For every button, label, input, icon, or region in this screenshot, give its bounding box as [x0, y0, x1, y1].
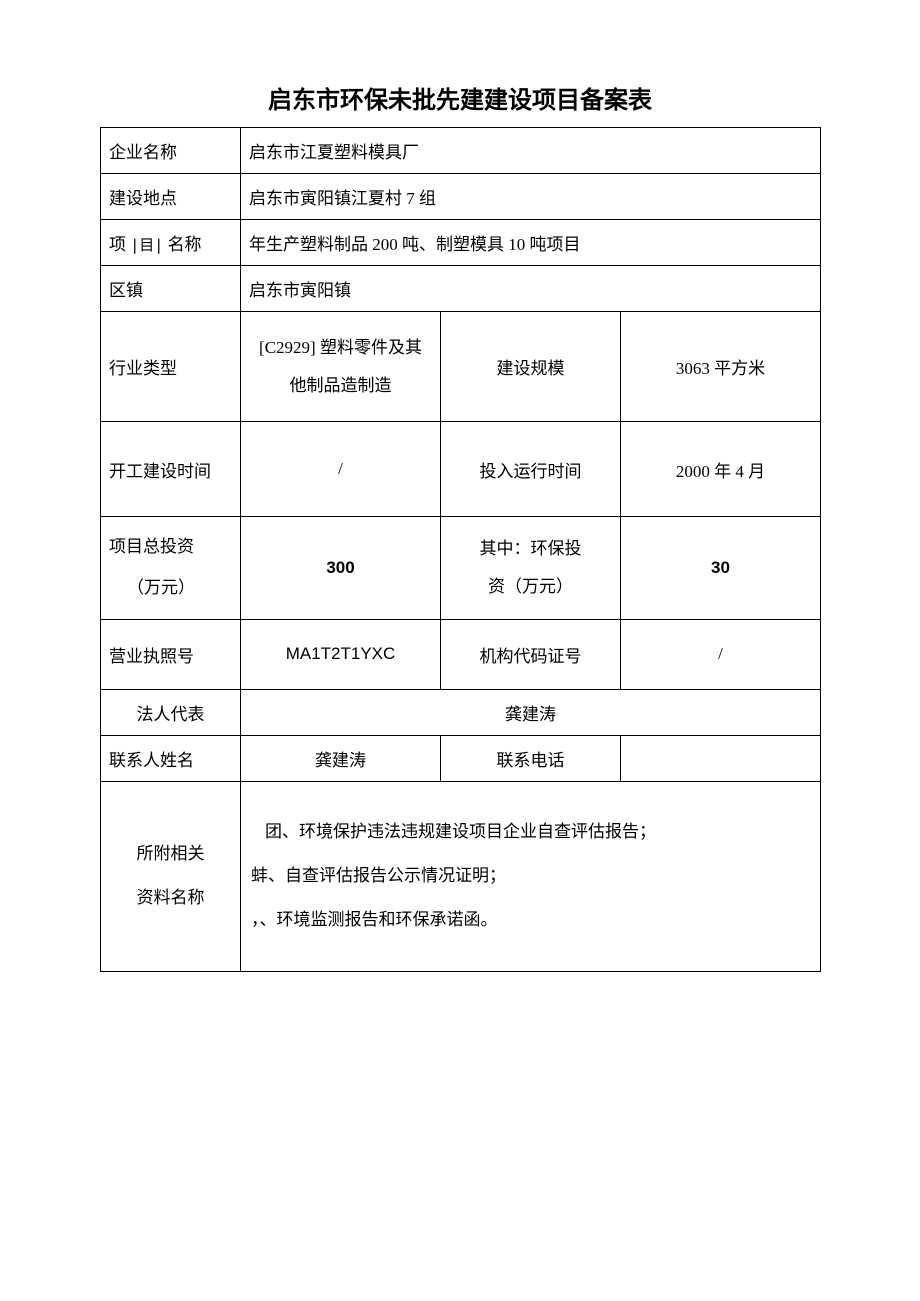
license-value: MA1T2T1YXC	[241, 619, 441, 689]
attachments-label: 所附相关 资料名称	[101, 781, 241, 971]
location-value: 启东市寅阳镇江夏村 7 组	[241, 174, 821, 220]
row-district: 区镇 启东市寅阳镇	[101, 266, 821, 312]
contact-phone-value	[621, 735, 821, 781]
total-investment-label: 项目总投资 （万元）	[101, 517, 241, 620]
org-code-label: 机构代码证号	[441, 619, 621, 689]
license-label: 营业执照号	[101, 619, 241, 689]
row-timing: 开工建设时间 / 投入运行时间 2000 年 4 月	[101, 422, 821, 517]
org-code-value: /	[621, 619, 821, 689]
env-inv-line2: 资（万元）	[449, 568, 612, 605]
inv-label-line1: 项目总投资	[109, 527, 232, 568]
district-label: 区镇	[101, 266, 241, 312]
project-name-label: 项 |目| 名称	[101, 220, 241, 266]
env-investment-value: 30	[621, 517, 821, 620]
total-investment-value: 300	[241, 517, 441, 620]
construction-scale-label: 建设规模	[441, 312, 621, 422]
env-inv-line1: 其中：环保投	[449, 530, 612, 567]
construction-scale-value: 3063 平方米	[621, 312, 821, 422]
project-label-part1: 项	[109, 235, 126, 254]
contact-name-value: 龚建涛	[241, 735, 441, 781]
row-industry-scale: 行业类型 [C2929] 塑料零件及其 他制品造制造 建设规模 3063 平方米	[101, 312, 821, 422]
operation-time-label: 投入运行时间	[441, 422, 621, 517]
operation-time-value: 2000 年 4 月	[621, 422, 821, 517]
page-title: 启东市环保未批先建建设项目备案表	[100, 80, 820, 115]
attachment-item-1: 团、环境保护违法违规建设项目企业自查评估报告；	[251, 810, 810, 854]
district-value: 启东市寅阳镇	[241, 266, 821, 312]
company-name-value: 启东市江夏塑料模具厂	[241, 128, 821, 174]
industry-type-label: 行业类型	[101, 312, 241, 422]
row-company-name: 企业名称 启东市江夏塑料模具厂	[101, 128, 821, 174]
inv-label-line2: （万元）	[109, 568, 232, 609]
project-label-part3: 名称	[168, 235, 202, 254]
industry-line2: 他制品造制造	[249, 367, 432, 404]
start-time-value: /	[241, 422, 441, 517]
industry-line1: [C2929] 塑料零件及其	[249, 329, 432, 366]
start-time-label: 开工建设时间	[101, 422, 241, 517]
row-attachments: 所附相关 资料名称 团、环境保护违法违规建设项目企业自查评估报告； 蚌、自查评估…	[101, 781, 821, 971]
contact-name-label: 联系人姓名	[101, 735, 241, 781]
industry-type-value: [C2929] 塑料零件及其 他制品造制造	[241, 312, 441, 422]
row-legal-rep: 法人代表 龚建涛	[101, 689, 821, 735]
project-label-part2: |目|	[130, 236, 163, 254]
attachment-item-2: 蚌、自查评估报告公示情况证明；	[251, 854, 810, 898]
legal-rep-value: 龚建涛	[241, 689, 821, 735]
legal-rep-label: 法人代表	[101, 689, 241, 735]
location-label: 建设地点	[101, 174, 241, 220]
att-label-line2: 资料名称	[109, 876, 232, 920]
row-project-name: 项 |目| 名称 年生产塑料制品 200 吨、制塑模具 10 吨项目	[101, 220, 821, 266]
row-location: 建设地点 启东市寅阳镇江夏村 7 组	[101, 174, 821, 220]
contact-phone-label: 联系电话	[441, 735, 621, 781]
attachments-content: 团、环境保护违法违规建设项目企业自查评估报告； 蚌、自查评估报告公示情况证明； …	[241, 781, 821, 971]
filing-table: 企业名称 启东市江夏塑料模具厂 建设地点 启东市寅阳镇江夏村 7 组 项 |目|…	[100, 127, 821, 972]
row-license: 营业执照号 MA1T2T1YXC 机构代码证号 /	[101, 619, 821, 689]
row-investment: 项目总投资 （万元） 300 其中：环保投 资（万元） 30	[101, 517, 821, 620]
project-name-value: 年生产塑料制品 200 吨、制塑模具 10 吨项目	[241, 220, 821, 266]
att-label-line1: 所附相关	[109, 832, 232, 876]
row-contact: 联系人姓名 龚建涛 联系电话	[101, 735, 821, 781]
attachment-item-3: ，、环境监测报告和环保承诺函。	[251, 898, 810, 942]
env-investment-label: 其中：环保投 资（万元）	[441, 517, 621, 620]
company-name-label: 企业名称	[101, 128, 241, 174]
